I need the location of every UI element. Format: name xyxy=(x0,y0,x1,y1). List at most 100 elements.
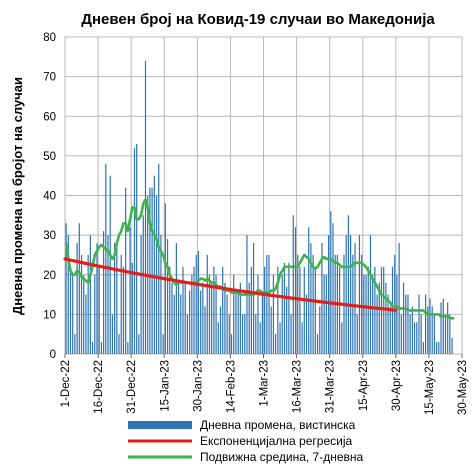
bar xyxy=(436,342,438,354)
bar xyxy=(420,314,422,355)
bar xyxy=(191,274,193,354)
bar xyxy=(330,211,332,354)
bar xyxy=(259,322,261,354)
bar xyxy=(98,266,100,354)
bar xyxy=(127,342,129,354)
bar xyxy=(96,243,98,354)
bar xyxy=(114,243,116,354)
bar xyxy=(184,282,186,354)
bar xyxy=(354,243,356,354)
x-tick-label: 15-Apr-23 xyxy=(358,360,370,411)
bar xyxy=(319,306,321,354)
bar xyxy=(433,314,436,355)
bar xyxy=(193,266,195,354)
bar xyxy=(288,262,290,354)
x-tick-label: 30-May-23 xyxy=(457,360,469,415)
bar xyxy=(105,163,107,354)
bar xyxy=(235,290,237,354)
y-tick-label: 50 xyxy=(43,151,56,163)
bar xyxy=(222,266,224,354)
bar xyxy=(332,223,334,354)
bar xyxy=(266,254,268,354)
bar xyxy=(252,243,255,354)
bar xyxy=(429,298,431,354)
bar xyxy=(195,254,197,354)
x-tick-label: 31-Mar-23 xyxy=(325,360,337,413)
legend-label: Дневна промена, вистинска xyxy=(200,418,356,432)
regression-line xyxy=(63,257,398,312)
bar xyxy=(160,235,162,355)
bar xyxy=(171,282,173,354)
bar xyxy=(438,342,440,354)
bar xyxy=(389,306,391,354)
bar xyxy=(310,243,312,354)
bar xyxy=(264,266,266,354)
bar xyxy=(177,282,180,354)
bar xyxy=(100,342,102,354)
bar xyxy=(228,314,230,355)
bar xyxy=(120,254,122,354)
bar xyxy=(76,243,78,354)
bar xyxy=(312,254,314,354)
bar xyxy=(299,266,301,354)
bar xyxy=(219,306,222,354)
bar xyxy=(442,298,444,354)
bar xyxy=(131,262,133,354)
bar xyxy=(394,254,396,354)
bar xyxy=(94,274,96,354)
bar xyxy=(407,294,409,354)
bar xyxy=(118,334,120,354)
bar xyxy=(290,314,292,355)
bar xyxy=(111,314,114,355)
bar xyxy=(87,254,89,354)
bar xyxy=(316,334,319,354)
legend-label: Експоненцијална регресија xyxy=(200,434,352,448)
bar xyxy=(281,274,283,354)
bar xyxy=(272,274,275,354)
bar xyxy=(418,294,420,354)
bar xyxy=(255,314,257,355)
bar xyxy=(248,282,250,354)
x-tick-label: 16-Mar-23 xyxy=(292,360,304,413)
x-tick-label: 30-Apr-23 xyxy=(391,360,403,411)
bar xyxy=(166,239,169,354)
bar xyxy=(149,187,151,354)
legend-label: Подвижна средина, 7-дневна xyxy=(200,450,364,464)
bar xyxy=(213,266,215,354)
bar xyxy=(169,266,171,354)
y-tick-label: 60 xyxy=(43,111,56,123)
bar xyxy=(270,306,272,354)
bar xyxy=(385,282,387,354)
bar xyxy=(350,235,352,355)
bar xyxy=(217,322,219,354)
bar xyxy=(405,294,407,354)
bar xyxy=(449,314,451,355)
bar xyxy=(292,215,294,354)
x-tick-label: 30-Jan-23 xyxy=(192,360,204,412)
bar xyxy=(224,282,226,354)
bar xyxy=(365,274,367,354)
bar xyxy=(338,266,341,354)
x-tick-label: 1-Mar-23 xyxy=(259,360,271,407)
chart-title: Дневен број на Ковид-19 случаи во Македо… xyxy=(81,11,435,28)
bar xyxy=(78,223,80,354)
bar xyxy=(138,334,140,354)
bar xyxy=(451,338,453,354)
bar xyxy=(200,290,202,354)
bar xyxy=(233,274,235,354)
y-tick-label: 70 xyxy=(43,72,56,84)
bar xyxy=(341,322,343,354)
bar xyxy=(367,266,369,354)
bar xyxy=(380,266,383,354)
bar xyxy=(215,274,217,354)
bar xyxy=(358,235,361,355)
bar xyxy=(133,147,136,354)
bar xyxy=(144,60,147,355)
bar xyxy=(347,215,350,354)
bar xyxy=(425,294,427,354)
bar xyxy=(279,322,281,354)
bar xyxy=(356,314,358,355)
bar xyxy=(226,294,228,354)
bar xyxy=(411,306,413,354)
bar xyxy=(283,262,286,354)
